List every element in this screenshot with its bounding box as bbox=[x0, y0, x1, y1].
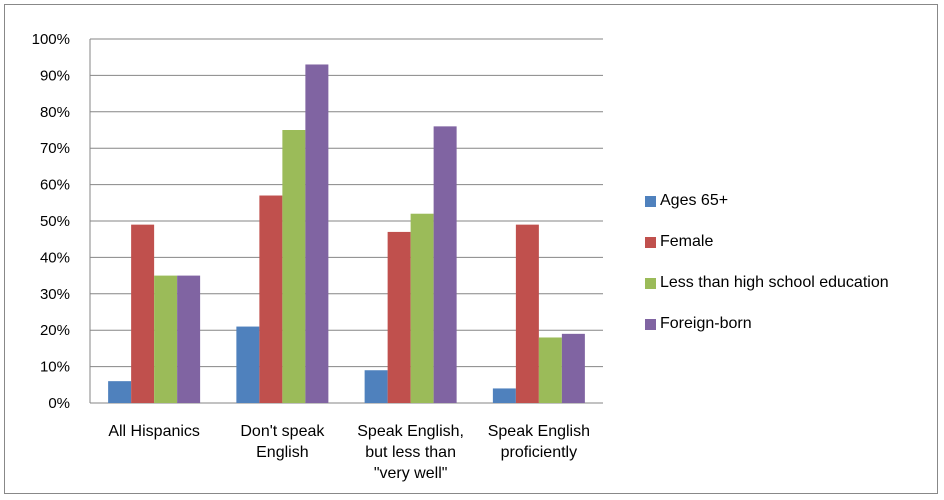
bar bbox=[433, 126, 457, 404]
y-axis-tick-labels: 0% 10% 20% 30% 40% 50% 60% 70% 80% 90% 100% bbox=[32, 31, 70, 412]
legend-label-ages-65: Ages 65+ bbox=[660, 192, 729, 209]
legend-swatch-less-than-high-school bbox=[645, 277, 656, 289]
x-tick-label: Speak English proficiently bbox=[488, 423, 590, 461]
legend-swatch-ages-65 bbox=[645, 195, 656, 207]
legend-item-less-than-high-school: Less than high school education bbox=[645, 273, 889, 293]
bar bbox=[259, 195, 283, 403]
bar bbox=[305, 64, 329, 404]
y-tick-label: 40% bbox=[40, 249, 70, 266]
legend: Ages 65+ Female Less than high school ed… bbox=[645, 191, 889, 355]
legend-item-ages-65: Ages 65+ bbox=[645, 191, 889, 211]
y-tick-label: 10% bbox=[40, 359, 70, 376]
x-tick-label-line: All Hispanics bbox=[108, 423, 200, 440]
bar bbox=[282, 130, 306, 403]
x-tick-label-line: Speak English, bbox=[357, 423, 464, 440]
bar bbox=[515, 224, 539, 403]
x-tick-label-line: but less than bbox=[365, 444, 456, 461]
bars bbox=[108, 64, 585, 404]
x-tick-label-line: Don't speak bbox=[240, 423, 325, 440]
legend-label-female: Female bbox=[660, 233, 714, 250]
y-tick-label: 60% bbox=[40, 177, 70, 194]
chart-frame: 0% 10% 20% 30% 40% 50% 60% 70% 80% 90% 100% All Hi… bbox=[4, 4, 938, 494]
bar bbox=[364, 370, 388, 403]
bar bbox=[387, 231, 411, 403]
legend-item-foreign-born: Foreign-born bbox=[645, 314, 889, 334]
x-tick-label: Don't speak English bbox=[240, 423, 325, 461]
x-tick-label: Speak English, but less than "very well" bbox=[357, 423, 464, 482]
y-tick-label: 30% bbox=[40, 286, 70, 303]
x-tick-label-line: Speak English bbox=[488, 423, 590, 440]
legend-swatch-foreign-born bbox=[645, 318, 656, 330]
bar-chart: 0% 10% 20% 30% 40% 50% 60% 70% 80% 90% 100% All Hi… bbox=[32, 31, 603, 482]
y-tick-label: 50% bbox=[40, 213, 70, 230]
y-tick-label: 100% bbox=[32, 31, 70, 48]
y-tick-label: 70% bbox=[40, 140, 70, 157]
legend-swatch-female bbox=[645, 236, 656, 248]
bar bbox=[154, 275, 178, 403]
bar bbox=[538, 337, 562, 403]
x-tick-label-line: English bbox=[256, 444, 308, 461]
bar bbox=[236, 326, 260, 403]
bar bbox=[131, 224, 155, 403]
x-axis-tick-labels: All Hispanics Don't speak English Speak Eng… bbox=[108, 423, 590, 482]
y-tick-label: 80% bbox=[40, 104, 70, 121]
y-tick-label: 90% bbox=[40, 67, 70, 84]
bar bbox=[410, 213, 434, 403]
bar bbox=[492, 388, 516, 403]
legend-label-foreign-born: Foreign-born bbox=[660, 315, 752, 332]
bar bbox=[108, 381, 132, 403]
x-tick-label: All Hispanics bbox=[108, 423, 200, 440]
bar bbox=[177, 275, 201, 403]
y-tick-label: 20% bbox=[40, 322, 70, 339]
legend-item-female: Female bbox=[645, 232, 889, 252]
x-tick-label-line: proficiently bbox=[501, 444, 577, 461]
x-tick-label-line: "very well" bbox=[374, 465, 448, 482]
bar bbox=[561, 333, 585, 403]
y-tick-label: 0% bbox=[48, 395, 70, 412]
legend-label-less-than-high-school: Less than high school education bbox=[660, 274, 889, 291]
